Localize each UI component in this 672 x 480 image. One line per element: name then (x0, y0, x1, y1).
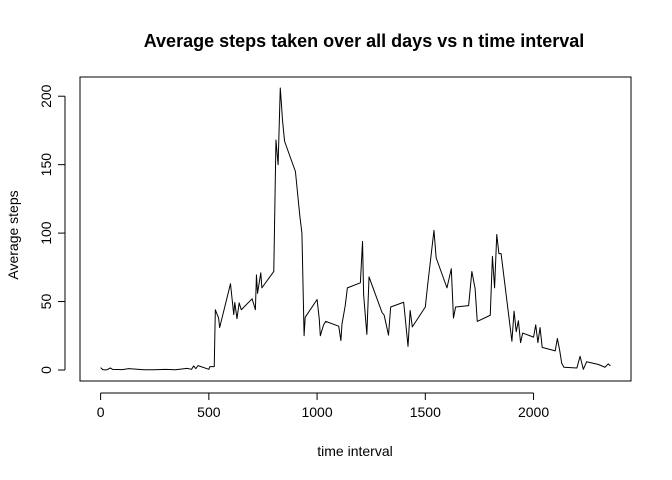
x-tick-label: 1500 (410, 404, 441, 420)
y-tick-label: 50 (38, 294, 54, 310)
x-tick-label: 500 (197, 404, 221, 420)
y-tick-label: 100 (38, 221, 54, 245)
series-line (100, 87, 611, 371)
x-axis: 0 500 1000 1500 2000 (97, 392, 549, 420)
x-axis-label: time interval (317, 443, 392, 459)
plot-frame (79, 76, 632, 382)
y-tick-label: 0 (38, 366, 54, 374)
x-tick-label: 1000 (301, 404, 332, 420)
x-tick-label: 0 (97, 404, 105, 420)
y-axis-label: Average steps (5, 190, 21, 279)
x-tick-label: 2000 (518, 404, 549, 420)
y-axis: 0 50 100 150 200 (38, 84, 66, 374)
chart-title: Average steps taken over all days vs n t… (144, 31, 585, 51)
y-tick-label: 200 (38, 84, 54, 108)
y-tick-label: 150 (38, 153, 54, 177)
